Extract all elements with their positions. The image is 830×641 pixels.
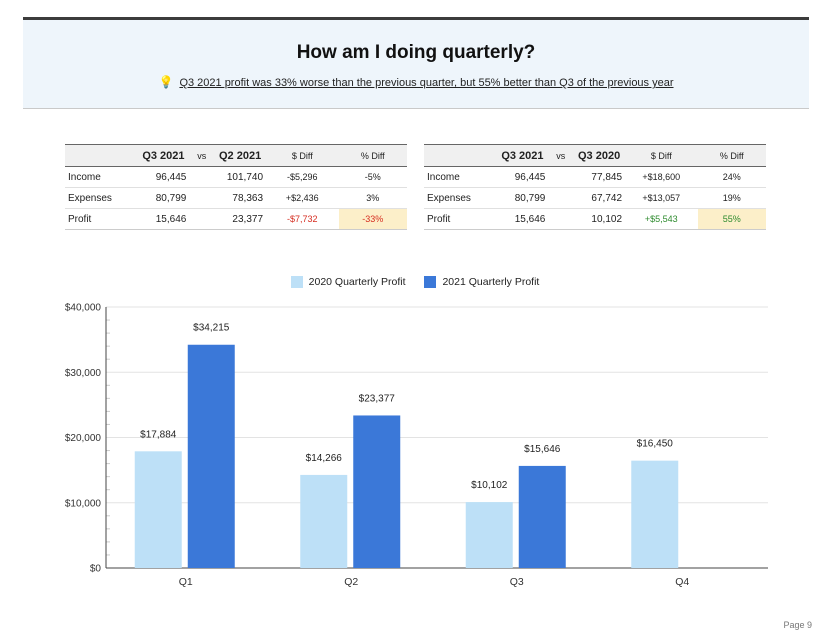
subtitle-text: Q3 2021 profit was 33% worse than the pr… [179,77,674,89]
table-header-row: Q3 2021 vs Q2 2021 $ Diff % Diff [65,144,407,167]
legend-swatch-2020 [290,276,303,288]
bar-2021 [518,465,566,568]
cell-pct-highlight: -33% [338,208,407,230]
x-tick-label: Q2 [344,576,358,588]
header-col-b: Q3 2020 [573,144,626,167]
header-pct: % Diff [338,144,407,167]
data-label: $10,102 [471,480,508,491]
cell-pct: 19% [697,187,766,209]
cell-spacer [548,166,574,188]
cell-diff: -$7,732 [266,208,339,230]
cell-diff: -$5,296 [266,166,339,188]
row-label: Profit [424,208,497,230]
y-tick-label: $0 [90,564,102,575]
header-diff: $ Diff [266,144,339,167]
data-label: $17,884 [140,429,177,440]
cell-spacer [189,187,215,209]
cell-spacer [548,187,574,209]
y-tick-label: $40,000 [65,303,102,314]
page-subtitle: 💡 Q3 2021 profit was 33% worse than the p… [23,75,809,89]
cell-a: 96,445 [137,166,190,188]
cell-a: 15,646 [137,208,190,230]
cell-b: 67,742 [573,187,626,209]
lightbulb-icon: 💡 [158,75,174,89]
cell-spacer [189,208,215,230]
chart-legend: 2020 Quarterly Profit 2021 Quarterly Pro… [0,276,830,291]
cell-diff: +$5,543 [625,208,698,230]
table-row: Expenses 80,799 67,742 +$13,057 19% [424,187,766,209]
bar-2021 [187,344,235,568]
bar-2020 [134,451,182,568]
cell-pct: -5% [338,166,407,188]
cell-pct: 24% [697,166,766,188]
cell-diff: +$13,057 [625,187,698,209]
data-label: $16,450 [637,439,674,450]
y-tick-label: $10,000 [65,498,102,509]
data-label: $15,646 [524,444,561,455]
table-header-row: Q3 2021 vs Q3 2020 $ Diff % Diff [424,144,766,167]
cell-spacer [189,166,215,188]
x-tick-label: Q3 [510,576,524,588]
y-tick-label: $30,000 [65,368,102,379]
cell-spacer [548,208,574,230]
table-row: Income 96,445 77,845 +$18,600 24% [424,166,766,188]
data-label: $23,377 [359,393,396,404]
header-vs: vs [189,144,215,167]
cell-b: 101,740 [214,166,267,188]
cell-b: 23,377 [214,208,267,230]
table-row: Income 96,445 101,740 -$5,296 -5% [65,166,407,188]
table-row-profit: Profit 15,646 10,102 +$5,543 55% [424,208,766,230]
bar-2020 [631,460,679,568]
data-label: $14,266 [306,453,343,464]
cell-diff: +$18,600 [625,166,698,188]
header-diff: $ Diff [625,144,698,167]
cell-diff: +$2,436 [266,187,339,209]
bar-2020 [465,502,513,568]
legend-label-2020: 2020 Quarterly Profit [308,276,406,288]
legend-item-2021: 2021 Quarterly Profit [424,276,539,288]
header-blank [424,144,497,167]
header-col-a: Q3 2021 [496,144,549,167]
legend-item-2020: 2020 Quarterly Profit [290,276,406,288]
cell-a: 15,646 [496,208,549,230]
data-label: $34,215 [193,323,230,334]
cell-a: 96,445 [496,166,549,188]
x-tick-label: Q4 [675,576,689,588]
bar-2020 [300,474,348,568]
header-col-a: Q3 2021 [137,144,190,167]
header-vs: vs [548,144,574,167]
cell-a: 80,799 [496,187,549,209]
row-label: Expenses [424,187,497,209]
header-pct: % Diff [697,144,766,167]
legend-swatch-2021 [424,276,437,288]
legend-label-2021: 2021 Quarterly Profit [442,276,540,288]
table-row: Expenses 80,799 78,363 +$2,436 3% [65,187,407,209]
page-title: How am I doing quarterly? [296,42,536,63]
cell-pct: 3% [338,187,407,209]
cell-b: 78,363 [214,187,267,209]
cell-b: 77,845 [573,166,626,188]
header-banner: How am I doing quarterly? 💡 Q3 2021 profi… [23,17,809,109]
page-number: Page 9 [783,620,812,630]
quarterly-profit-bar-chart: $0 $10,000 $20,000 $30,000 $40,000 Q1 $17,884 $… [65,303,768,588]
cell-pct-highlight: 55% [697,208,766,230]
cell-a: 80,799 [137,187,190,209]
comparison-table-q3-vs-q2: Q3 2021 vs Q2 2021 $ Diff % Diff Income … [65,144,407,230]
row-label: Expenses [65,187,138,209]
row-label: Income [65,166,138,188]
row-label: Profit [65,208,138,230]
x-tick-label: Q1 [179,576,193,588]
bar-2021 [353,415,401,568]
table-row-profit: Profit 15,646 23,377 -$7,732 -33% [65,208,407,230]
y-tick-label: $20,000 [65,433,102,444]
header-blank [65,144,138,167]
comparison-table-q3-vs-q3-prev-year: Q3 2021 vs Q3 2020 $ Diff % Diff Income … [424,144,766,230]
header-col-b: Q2 2021 [214,144,267,167]
cell-b: 10,102 [573,208,626,230]
row-label: Income [424,166,497,188]
